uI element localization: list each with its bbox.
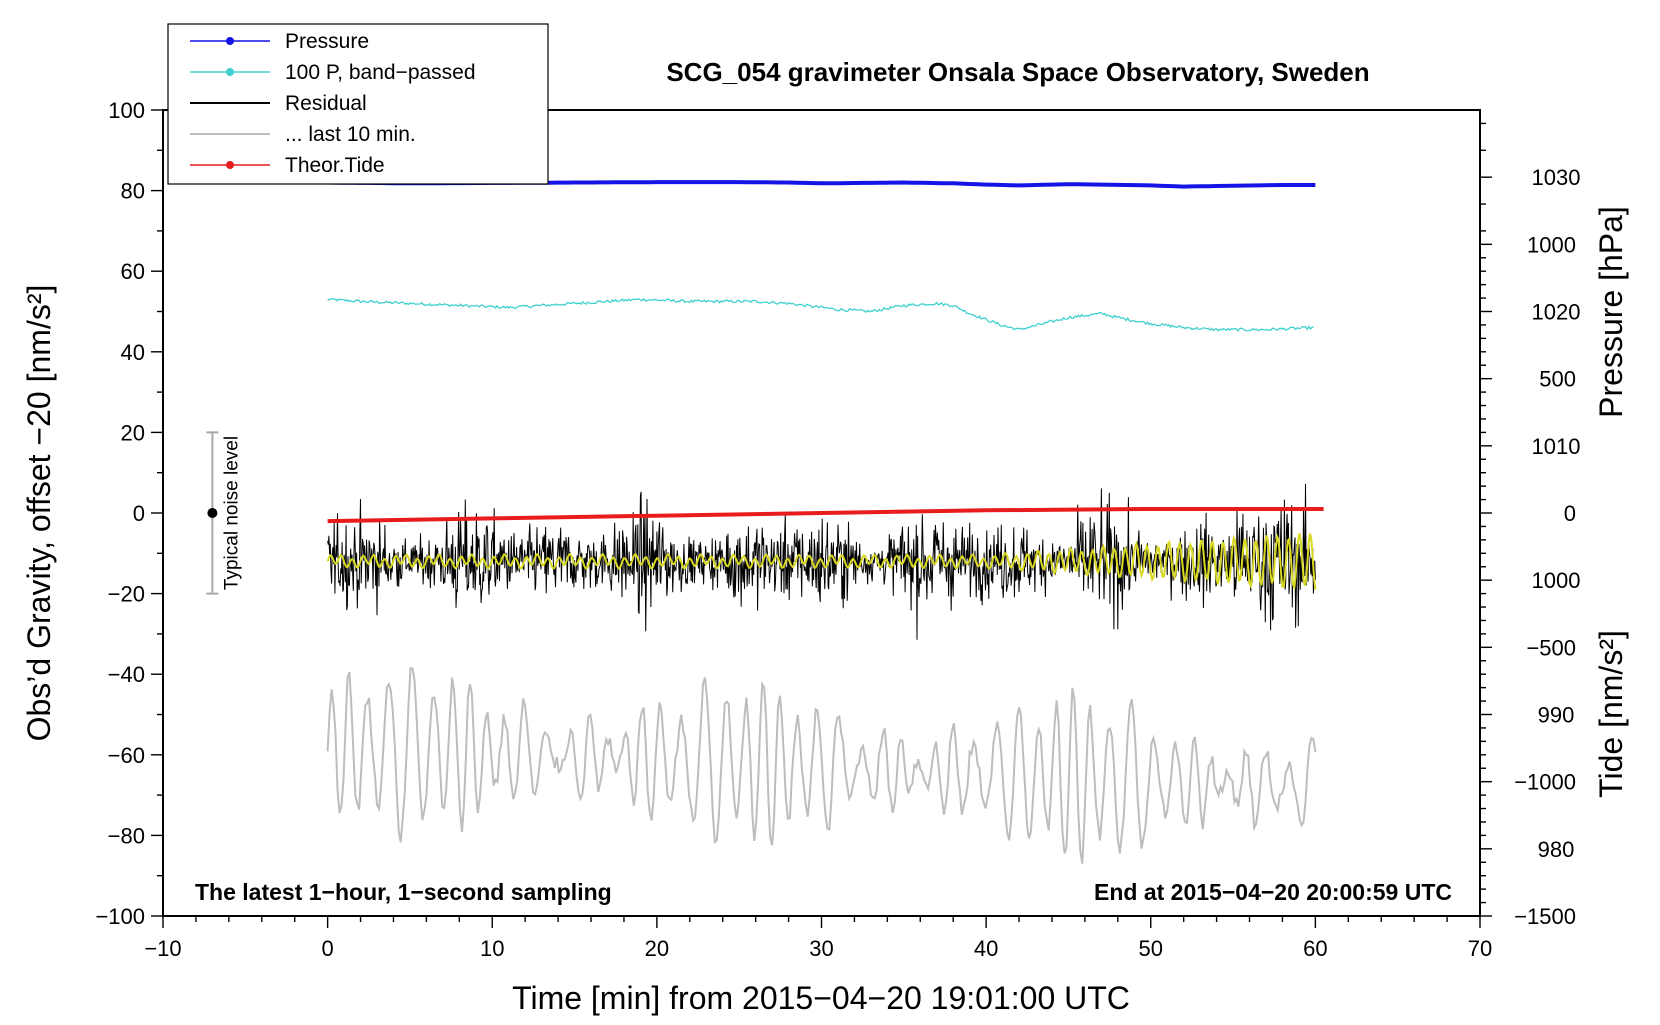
legend-marker (226, 161, 234, 169)
legend-label: Pressure (285, 30, 369, 53)
y-left-tick-label: 80 (121, 179, 145, 204)
legend-label: Residual (285, 92, 367, 115)
series-residual-smoothed (326, 533, 1317, 591)
tide-axis: 1000 500 0 −500 −1000 −1500 (1480, 232, 1576, 929)
x-tick-label: 60 (1303, 936, 1327, 961)
pressure-axis: 1030 1020 1010 1000 990 980 (1480, 122, 1581, 904)
series-band-passed-pressure (327, 297, 1314, 333)
y-axis-left: 100 80 60 40 20 0 −20 −40 −60 −80 −100 (95, 98, 163, 929)
y-left-tick-label: 40 (121, 340, 145, 365)
legend-label: ... last 10 min. (285, 123, 416, 146)
y-left-tick-label: −20 (108, 582, 145, 607)
tide-axis-title: Tide [nm/s²] (1593, 630, 1629, 798)
tide-tick-label: 500 (1539, 367, 1576, 392)
noise-label: Typical noise level (221, 436, 242, 590)
pressure-tick-label: 980 (1538, 837, 1575, 862)
tide-tick-label: 0 (1564, 501, 1576, 526)
y-axis-left-title: Obs’d Gravity, offset −20 [nm/s²] (21, 285, 57, 742)
y-left-tick-label: −100 (95, 904, 145, 929)
y-left-tick-label: 100 (108, 98, 145, 123)
x-tick-label: −10 (144, 936, 181, 961)
tide-tick-label: 1000 (1527, 232, 1576, 257)
y-left-tick-label: 0 (133, 501, 145, 526)
footer-left-caption: The latest 1−hour, 1−second sampling (195, 879, 612, 905)
pressure-tick-label: 1000 (1532, 568, 1581, 593)
x-tick-label: 40 (974, 936, 998, 961)
y-left-tick-label: −40 (108, 662, 145, 687)
y-left-tick-label: −80 (108, 823, 145, 848)
legend-label: 100 P, band−passed (285, 61, 476, 84)
x-tick-label: 30 (809, 936, 833, 961)
tide-tick-label: −1000 (1514, 770, 1576, 795)
y-left-tick-label: −60 (108, 743, 145, 768)
legend-marker (226, 37, 234, 45)
legend: Pressure 100 P, band−passed Residual ... la… (167, 23, 549, 185)
x-axis-title: Time [min] from 2015−04−20 19:01:00 UTC (512, 980, 1130, 1016)
y-left-tick-label: 20 (121, 420, 145, 445)
pressure-tick-label: 1010 (1532, 434, 1581, 459)
x-tick-label: 20 (645, 936, 669, 961)
x-tick-label: 50 (1139, 936, 1163, 961)
legend-label: Theor.Tide (285, 154, 385, 177)
tide-tick-label: −500 (1526, 635, 1576, 660)
noise-bar-center-dot (207, 508, 218, 518)
pressure-tick-label: 990 (1538, 703, 1575, 728)
x-tick-label: 10 (480, 936, 504, 961)
series-last-10-min (326, 666, 1317, 864)
x-tick-label: 0 (322, 936, 334, 961)
series-theoretical-tide (327, 507, 1324, 524)
pressure-axis-title: Pressure [hPa] (1593, 206, 1629, 418)
x-tick-label: 70 (1468, 936, 1492, 961)
footer-right-caption: End at 2015−04−20 20:00:59 UTC (1094, 879, 1452, 905)
series-residual (327, 483, 1316, 640)
legend-marker (226, 68, 234, 76)
pressure-tick-label: 1030 (1532, 165, 1581, 190)
noise-level-indicator: Typical noise level (206, 431, 242, 595)
chart-title: SCG_054 gravimeter Onsala Space Observat… (666, 57, 1369, 87)
pressure-tick-label: 1020 (1532, 300, 1581, 325)
tide-tick-label: −1500 (1514, 904, 1576, 929)
series-layer (326, 180, 1324, 864)
x-axis: −10 0 10 20 30 40 50 60 70 (144, 916, 1492, 961)
y-left-tick-label: 60 (121, 259, 145, 284)
